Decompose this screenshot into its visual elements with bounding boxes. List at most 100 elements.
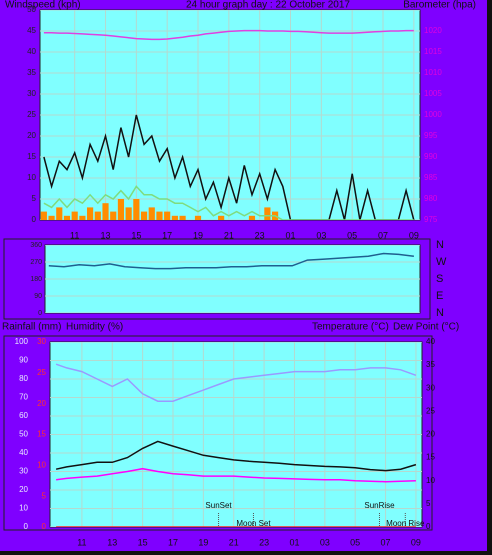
x-tick-label: 21 — [224, 230, 234, 240]
y2-tick-label: 1015 — [424, 47, 442, 56]
y-tick-label: 80 — [19, 374, 28, 383]
y-tick-label: 45 — [27, 26, 36, 35]
bottom-edge — [0, 551, 492, 555]
y2-tick-label: 40 — [426, 337, 435, 346]
x-tick-label: 11 — [77, 537, 86, 547]
x-tick-label: 09 — [411, 537, 421, 547]
y-tick-label: 15 — [27, 152, 36, 161]
y2-tick-label: S — [436, 273, 443, 285]
x-tick-label: 17 — [168, 537, 178, 547]
y2-tick-label: E — [436, 290, 443, 302]
y2-tick-label: 990 — [424, 152, 438, 161]
y-tick-label: 20 — [27, 131, 36, 140]
y-tick-label: 90 — [34, 293, 42, 300]
annotation-label: Moon Set — [236, 519, 271, 528]
plot-area — [40, 10, 420, 220]
y-tick-label: 100 — [15, 337, 29, 346]
bar — [117, 199, 125, 220]
temperature-frame — [3, 335, 433, 531]
x-tick-label: 17 — [162, 230, 172, 240]
y-tick-label: 90 — [19, 356, 28, 365]
series-line — [56, 467, 416, 483]
y-tick-label: 0 — [24, 522, 29, 531]
x-tick-label: 07 — [378, 230, 388, 240]
x-tick-label: 01 — [289, 537, 299, 547]
bar — [264, 207, 271, 220]
series-line — [55, 440, 417, 472]
x-tick-label: 19 — [193, 230, 203, 240]
series-line — [43, 29, 414, 41]
layer: 0510152025303540455097598098599099510001… — [15, 5, 447, 547]
x-tick-label: 23 — [259, 537, 269, 547]
y3-tick-label: 0 — [42, 522, 47, 531]
y2-tick-label: 980 — [424, 194, 438, 203]
y2-tick-label: 30 — [426, 383, 435, 392]
dew-point-axis-label: Dew Point (°C) — [393, 322, 459, 333]
annotation-label: Moon Rise — [386, 519, 425, 528]
temperature-axis-label: Temperature (°C) — [312, 322, 389, 333]
y2-tick-label: 1000 — [424, 110, 442, 119]
y-tick-label: 60 — [19, 411, 28, 420]
bar — [248, 215, 256, 220]
bar — [140, 211, 148, 220]
y2-tick-label: 15 — [426, 453, 435, 462]
y-tick-label: 40 — [19, 448, 28, 457]
annotation-label: SunSet — [205, 501, 232, 510]
x-tick-label: 07 — [381, 537, 391, 547]
series-line — [48, 252, 414, 270]
y2-tick-label: 0 — [426, 522, 431, 531]
annotation-label: SunRise — [364, 501, 395, 510]
y-tick-label: 20 — [19, 485, 28, 494]
y2-tick-label: 1005 — [424, 89, 442, 98]
y-tick-label: 5 — [32, 194, 37, 203]
series-line — [43, 114, 415, 220]
wind-axis-label: Windspeed (kph) — [5, 0, 81, 11]
y2-tick-label: 1010 — [424, 68, 442, 77]
y2-tick-label: 10 — [426, 476, 435, 485]
y-tick-label: 0 — [32, 215, 37, 224]
bar — [56, 207, 63, 220]
y2-tick-label: 20 — [426, 430, 435, 439]
y2-tick-label: 5 — [426, 499, 431, 508]
bar — [48, 215, 55, 220]
x-tick-label: 15 — [138, 537, 148, 547]
x-tick-label: 19 — [198, 537, 208, 547]
x-tick-label: 15 — [131, 230, 141, 240]
rain-axis-label: Rainfall (mm) — [2, 322, 61, 333]
y-tick-label: 50 — [27, 5, 36, 14]
bar — [218, 215, 225, 220]
y2-tick-label: 1020 — [424, 26, 442, 35]
y2-tick-label: 975 — [424, 215, 438, 224]
bar — [156, 211, 163, 220]
bar — [87, 207, 94, 220]
right-edge — [487, 0, 492, 555]
humidity-axis-label: Humidity (%) — [66, 322, 123, 333]
bar — [194, 215, 202, 220]
y-tick-label: 25 — [27, 110, 36, 119]
y3-tick-label: 10 — [37, 460, 46, 469]
series-line — [43, 185, 414, 220]
bar — [79, 215, 86, 220]
bar — [71, 211, 78, 220]
bar — [63, 215, 71, 220]
bar — [171, 215, 178, 220]
y2-tick-label: 985 — [424, 173, 438, 182]
x-tick-label: 05 — [350, 537, 360, 547]
y2-tick-label: 25 — [426, 406, 435, 415]
x-tick-label: 01 — [285, 230, 295, 240]
direction-frame — [3, 238, 431, 320]
bar — [125, 207, 132, 220]
x-tick-label: 13 — [101, 230, 111, 240]
plot-area — [50, 342, 422, 527]
bar — [133, 199, 140, 220]
y3-tick-label: 20 — [37, 399, 46, 408]
y3-tick-label: 25 — [37, 368, 46, 377]
y-tick-label: 10 — [27, 173, 36, 182]
series-line — [55, 363, 417, 402]
y3-tick-label: 5 — [42, 491, 47, 500]
bar — [94, 211, 101, 220]
y2-tick-label: N — [436, 307, 444, 319]
y-tick-label: 10 — [19, 504, 28, 513]
y-tick-label: 270 — [30, 259, 42, 266]
